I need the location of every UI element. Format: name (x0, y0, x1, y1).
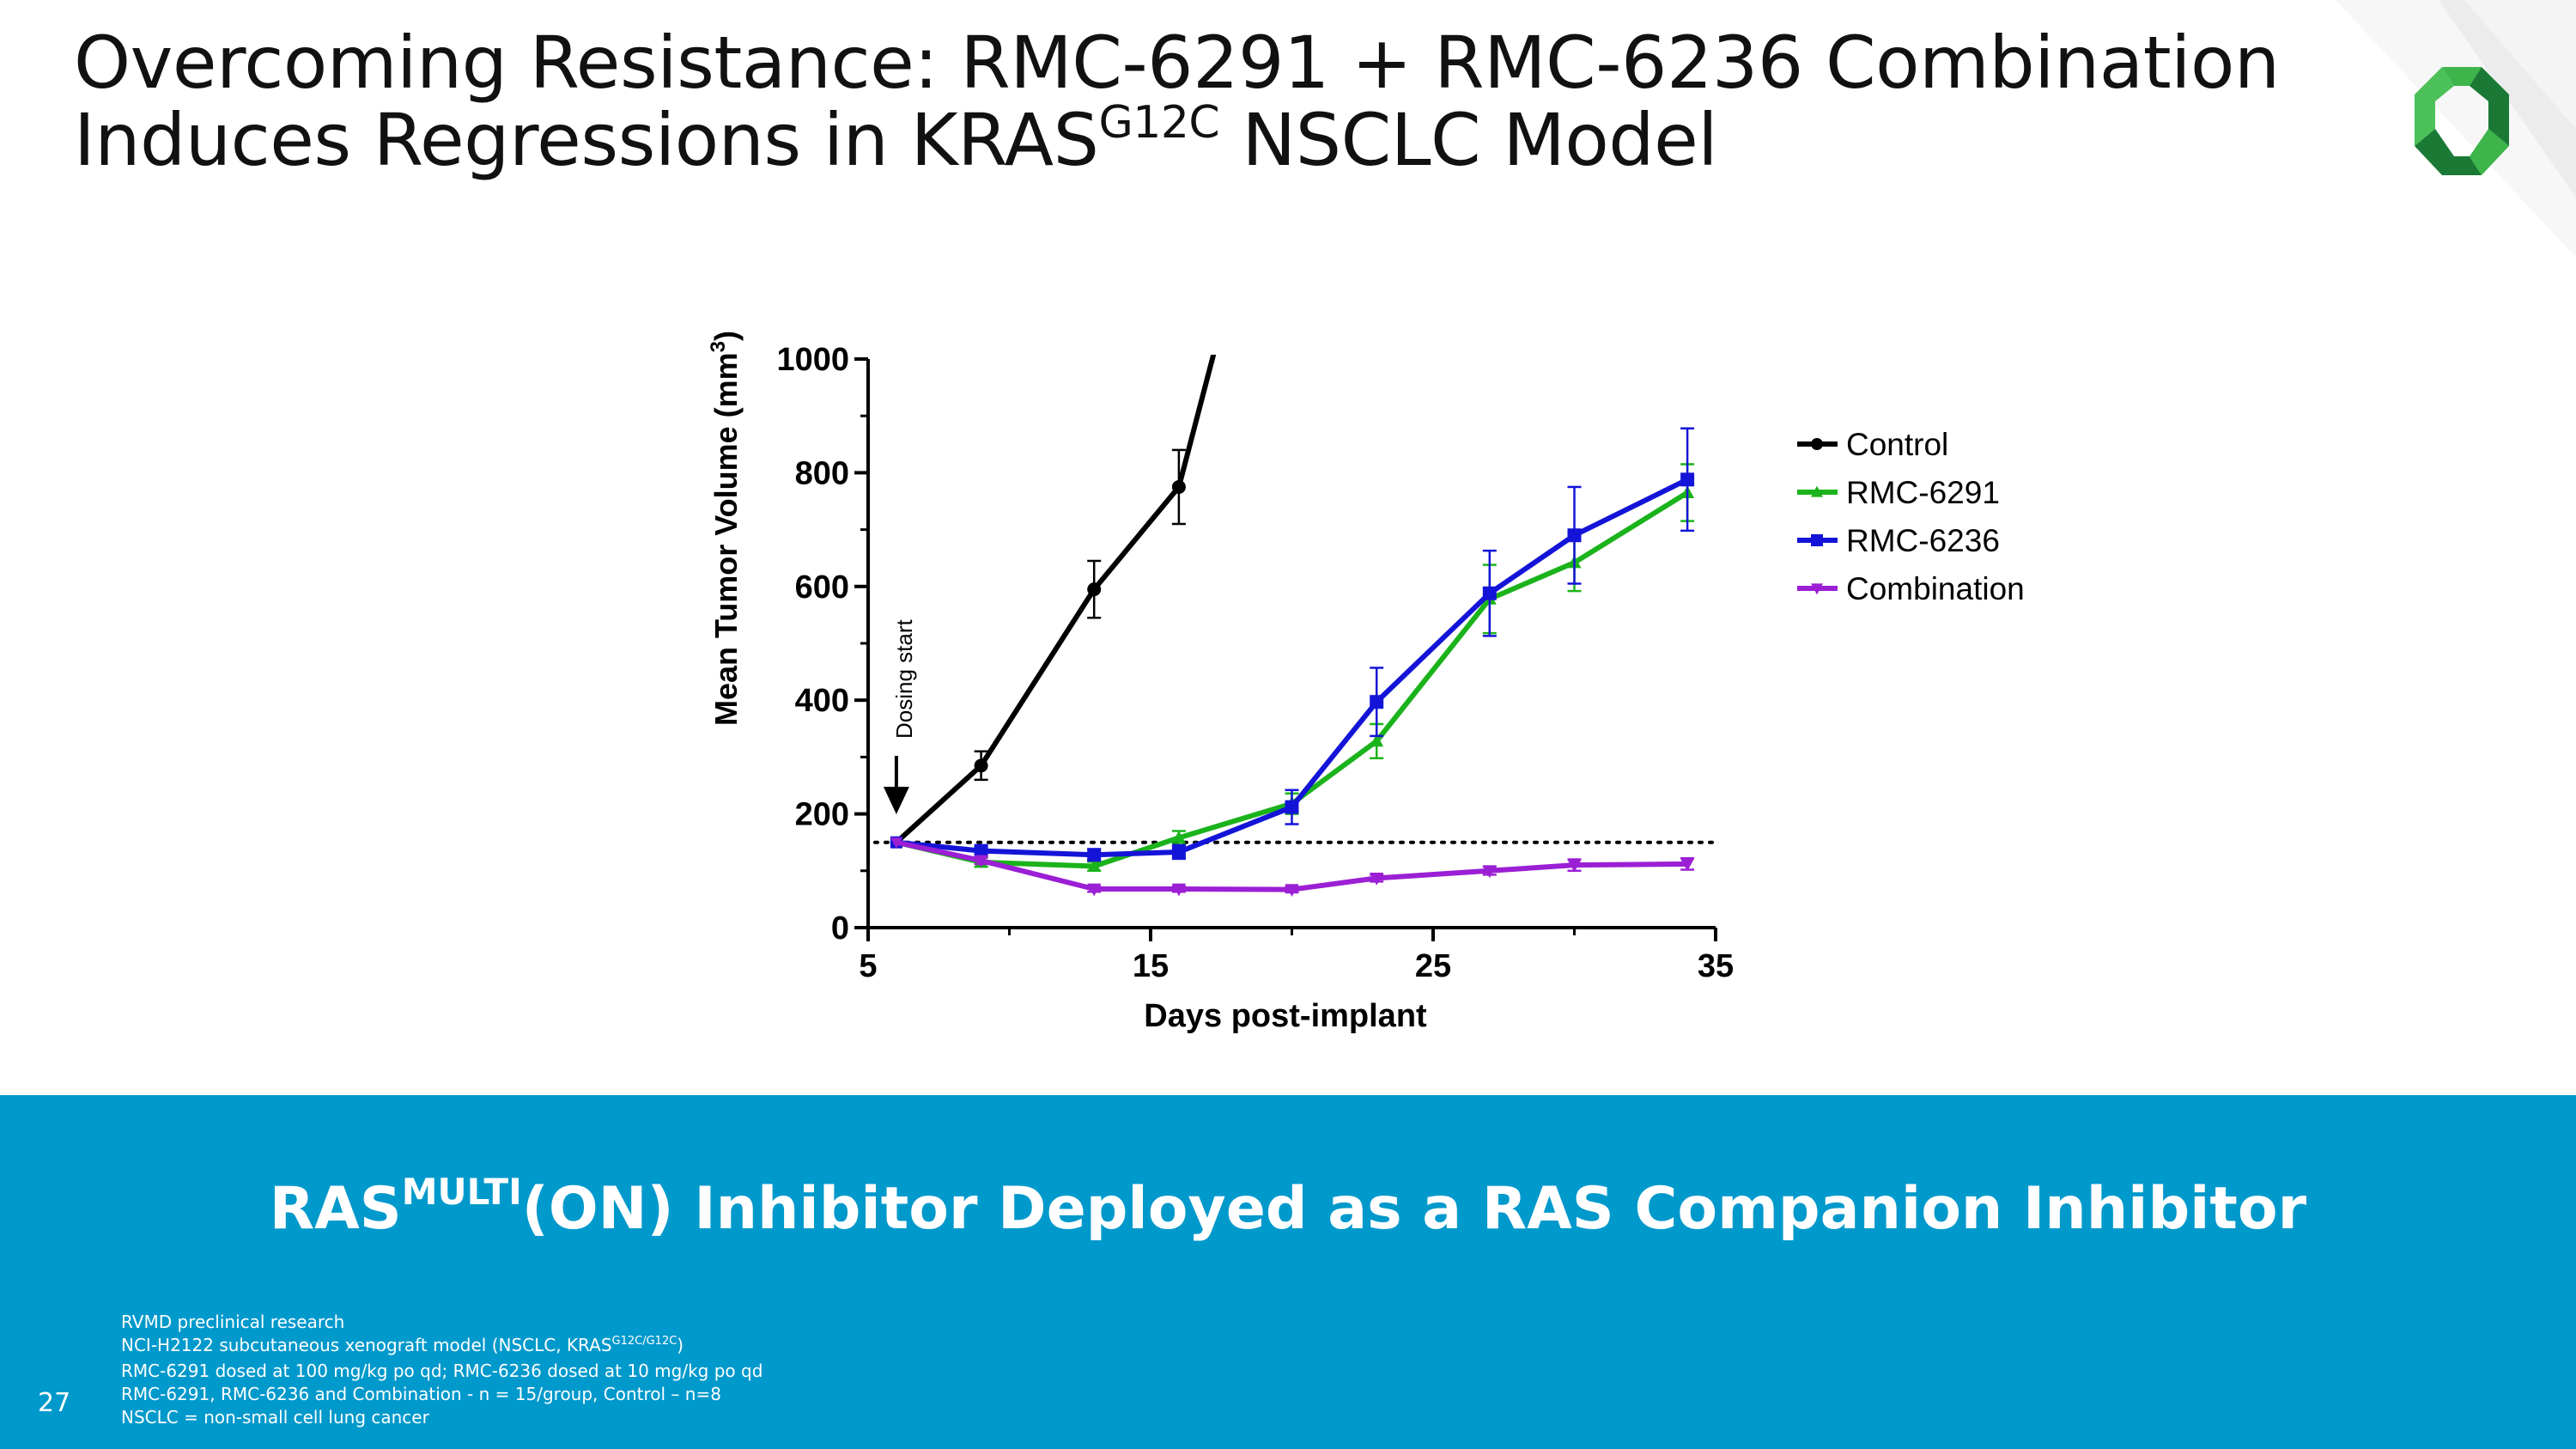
legend-label-rmc-6236: RMC-6236 (1846, 523, 2000, 558)
tumor-volume-chart: 5 15 25 35 0 200 400 600 800 1000 Control RMC-6291… (687, 318, 2061, 1056)
point-control-2 (1087, 582, 1102, 597)
series-combination (890, 837, 1695, 898)
point-rmc-6236-2 (1087, 848, 1102, 862)
x-tick-label-1: 15 (1133, 948, 1169, 984)
footnote-3: RMC-6291 dosed at 100 mg/kg po qd; RMC-6… (121, 1361, 763, 1381)
x-axis-label: Days post-implant (1144, 998, 1427, 1034)
y-tick-label-3: 600 (795, 569, 849, 606)
title-superscript: G12C (1098, 97, 1220, 149)
x-tick-label-0: 5 (859, 948, 877, 984)
corner-decoration (2336, 0, 2576, 258)
point-combination-4 (1285, 884, 1299, 898)
dosing-arrow-head (883, 787, 909, 814)
point-combination-5 (1370, 873, 1384, 886)
footnotes: RVMD preclinical research NCI-H2122 subc… (121, 1311, 762, 1429)
point-combination-6 (1482, 865, 1497, 879)
title-line-2-end: NSCLC Model (1219, 98, 1718, 182)
legend-item-combination: Combination (1797, 571, 2025, 606)
y-axis-label-main: Mean Tumor Volume (mm (708, 352, 744, 726)
point-rmc-6236-1 (974, 843, 988, 858)
point-control-3 (1171, 479, 1186, 494)
legend-marker-rmc-6236 (1811, 534, 1823, 546)
chart-svg: 5 15 25 35 0 200 400 600 800 1000 Control RMC-6291… (707, 331, 2025, 1034)
legend-item-rmc-6291: RMC-6291 (1797, 475, 2000, 510)
company-logo (2415, 67, 2509, 175)
footnote-1: RVMD preclinical research (121, 1312, 345, 1332)
legend-marker-control (1811, 438, 1823, 450)
point-rmc-6291-3 (1171, 831, 1186, 843)
point-rmc-6291-5 (1370, 734, 1384, 747)
point-combination-3 (1171, 883, 1186, 897)
y-tick-label-2: 400 (795, 683, 849, 719)
series-line-control (894, 355, 1217, 844)
legend-label-combination: Combination (1846, 571, 2025, 606)
y-axis-label: Mean Tumor Volume (mm3) (707, 331, 744, 726)
legend-item-control: Control (1797, 427, 1948, 462)
y-tick-label-5: 1000 (776, 342, 849, 378)
point-combination-8 (1680, 858, 1695, 872)
point-combination-2 (1087, 883, 1102, 897)
footnote-2-end: ) (677, 1335, 684, 1355)
footnote-2: NCI-H2122 subcutaneous xenograft model (… (121, 1334, 762, 1360)
series-layer (890, 355, 1695, 898)
y-tick-label-0: 0 (831, 910, 849, 947)
slide-title: Overcoming Resistance: RMC-6291 + RMC-62… (74, 24, 2280, 189)
point-combination-7 (1567, 859, 1582, 873)
y-axis-label-end: ) (708, 331, 744, 341)
y-axis-label-sup: 3 (707, 341, 730, 352)
legend-marker-combination (1811, 583, 1823, 595)
legend-layer: Control RMC-6291 RMC-6236 Combination (1797, 427, 2025, 606)
legend-marker-rmc-6291 (1811, 485, 1823, 497)
point-rmc-6236-3 (1171, 844, 1186, 859)
point-rmc-6236-5 (1370, 695, 1384, 709)
point-control-1 (974, 758, 988, 773)
series-control (890, 355, 1217, 849)
tagline: RASMULTI(ON) Inhibitor Deployed as a RAS… (0, 1171, 2576, 1243)
tagline-end: (ON) Inhibitor Deployed as a RAS Compani… (521, 1175, 2307, 1243)
footnote-4: RMC-6291, RMC-6236 and Combination - n =… (121, 1384, 721, 1404)
x-tick-label-3: 35 (1698, 948, 1734, 984)
y-tick-label-1: 200 (795, 797, 849, 833)
y-tick-label-4: 800 (795, 455, 849, 491)
series-rmc-6236 (890, 427, 1695, 862)
footnote-2-sup: G12C/G12C (611, 1335, 677, 1348)
point-rmc-6236-6 (1482, 586, 1497, 600)
footnote-5: NSCLC = non-small cell lung cancer (121, 1407, 429, 1428)
bottom-banner (0, 1095, 2576, 1449)
axes-layer: 5 15 25 35 0 200 400 600 800 1000 (776, 342, 1734, 984)
point-rmc-6236-7 (1567, 528, 1582, 543)
tagline-superscript: MULTI (401, 1171, 522, 1213)
legend-item-rmc-6236: RMC-6236 (1797, 523, 2000, 558)
page-number: 27 (38, 1388, 71, 1418)
legend-label-control: Control (1846, 427, 1948, 462)
point-combination-0 (890, 837, 902, 849)
legend-label-rmc-6291: RMC-6291 (1846, 475, 2000, 510)
footnote-2-start: NCI-H2122 subcutaneous xenograft model (… (121, 1335, 612, 1355)
tagline-start: RAS (269, 1175, 402, 1243)
point-combination-1 (974, 855, 988, 868)
point-rmc-6291-2 (1087, 859, 1102, 872)
point-rmc-6236-8 (1680, 472, 1695, 487)
point-rmc-6236-4 (1285, 800, 1299, 814)
title-line-2-start: Induces Regressions in KRAS (74, 98, 1099, 182)
x-tick-label-2: 25 (1415, 948, 1451, 984)
dosing-start-annotation: Dosing start (891, 619, 917, 739)
title-line-1: Overcoming Resistance: RMC-6291 + RMC-62… (74, 21, 2280, 105)
